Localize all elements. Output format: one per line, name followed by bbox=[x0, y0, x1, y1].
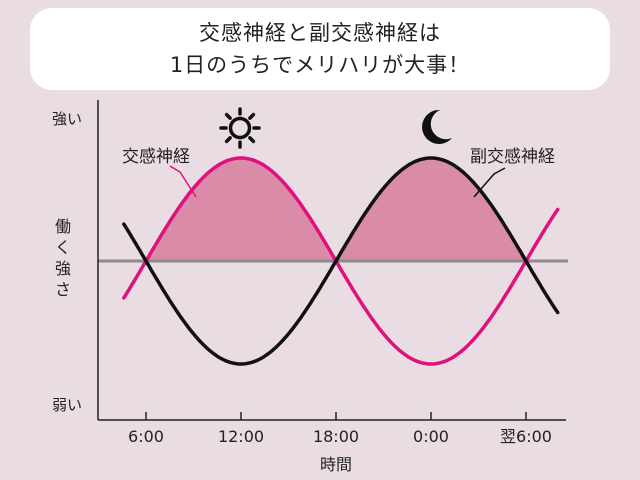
x-tick-label: 12:00 bbox=[218, 427, 264, 446]
series-line-sympathetic bbox=[122, 156, 560, 366]
title-box: 交感神経と副交感神経は 1日のうちでメリハリが大事！ bbox=[30, 8, 610, 90]
fill-area-night bbox=[336, 158, 526, 261]
series-line-parasympathetic bbox=[122, 156, 560, 366]
series-label-sympathetic: 交感神経 bbox=[122, 147, 190, 167]
fill-area-day bbox=[146, 158, 336, 261]
sun-ray bbox=[224, 136, 232, 144]
title-line-2: 1日のうちでメリハリが大事！ bbox=[169, 53, 471, 77]
moon-icon bbox=[422, 109, 452, 144]
y-low-label: 弱い bbox=[52, 396, 82, 414]
series-label-parasympathetic: 副交感神経 bbox=[470, 147, 555, 167]
sun-ray bbox=[224, 112, 232, 120]
sun-ray bbox=[248, 136, 256, 144]
sun-icon bbox=[219, 107, 261, 149]
title-line-1: 交感神経と副交感神経は bbox=[199, 21, 441, 45]
x-tick-label: 18:00 bbox=[313, 427, 359, 446]
moon-shape bbox=[422, 109, 452, 144]
x-tick-label: 0:00 bbox=[413, 427, 449, 446]
x-tick-label: 6:00 bbox=[128, 427, 164, 446]
leader-line-sympathetic bbox=[169, 165, 197, 198]
x-axis-label: 時間 bbox=[320, 455, 352, 474]
y-axis-label-char: さ bbox=[55, 280, 71, 299]
y-axis-label-char: く bbox=[55, 238, 71, 257]
y-axis-label-char: 働 bbox=[55, 217, 71, 236]
x-tick-label: 翌6:00 bbox=[500, 427, 552, 446]
sun-core bbox=[228, 116, 252, 140]
sun-ray bbox=[248, 112, 256, 120]
leader-line-parasympathetic bbox=[473, 167, 506, 198]
y-high-label: 強い bbox=[52, 110, 82, 128]
y-axis-label-char: 強 bbox=[55, 259, 71, 278]
